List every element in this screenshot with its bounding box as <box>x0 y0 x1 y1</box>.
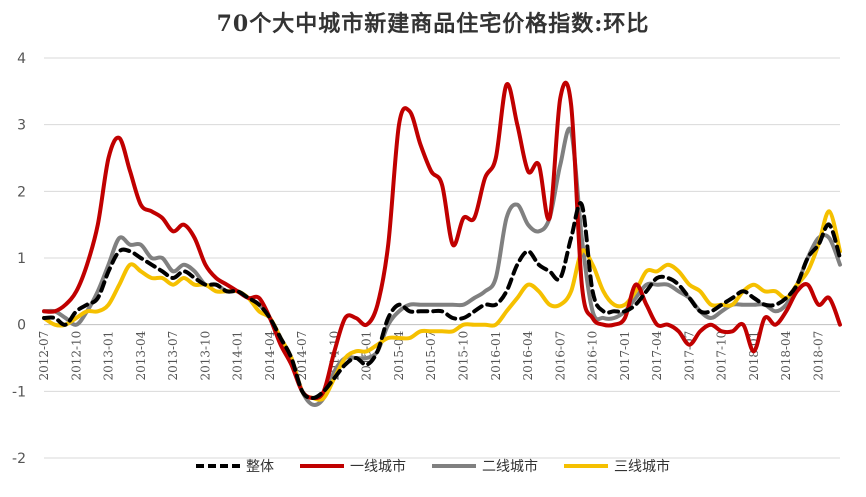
x-tick-label: 2013-10 <box>198 331 212 381</box>
legend-label: 一线城市 <box>350 459 406 475</box>
legend-swatch <box>432 464 476 468</box>
series-line-0 <box>42 201 842 400</box>
x-tick-label: 2014-01 <box>231 331 245 381</box>
x-tick-label: 2016-04 <box>521 330 535 380</box>
legend-item-3: 三线城市 <box>564 456 670 476</box>
legend-item-0: 整体 <box>196 456 274 476</box>
x-tick-label: 2015-10 <box>457 331 471 381</box>
x-tick-label: 2014-04 <box>263 330 277 380</box>
x-tick-label: 2013-04 <box>134 330 148 380</box>
grid-lines <box>44 57 840 459</box>
x-tick-label: 2016-07 <box>553 331 567 381</box>
chart-title: 70个大中城市新建商品住宅价格指数:环比 <box>216 11 650 37</box>
x-tick-label: 2017-10 <box>715 331 729 381</box>
x-axis-ticks: 2012-07 2012-10 2013-01 2013-04 2013-07 2013-… <box>37 330 825 380</box>
x-tick-label: 2018-07 <box>811 331 825 381</box>
legend-label: 二线城市 <box>482 459 538 475</box>
legend-item-2: 二线城市 <box>432 456 538 476</box>
x-tick-label: 2015-07 <box>424 331 438 381</box>
legend-item-1: 一线城市 <box>300 456 406 476</box>
series-line-3 <box>42 209 842 402</box>
x-tick-label: 2015-01 <box>360 331 374 381</box>
series-line-1 <box>42 80 842 401</box>
y-axis-ticks: -2 -1 0 1 2 3 4 <box>12 51 26 467</box>
y-tick-label: 4 <box>17 51 26 67</box>
x-tick-label: 2018-04 <box>779 330 793 380</box>
y-tick-label: -1 <box>12 384 26 400</box>
legend-swatch <box>196 464 240 468</box>
x-tick-label: 2017-01 <box>618 331 632 381</box>
y-tick-label: 2 <box>17 184 26 200</box>
x-tick-label: 2013-07 <box>166 331 180 381</box>
x-tick-label: 2016-10 <box>586 331 600 381</box>
legend-label: 三线城市 <box>614 459 670 475</box>
x-tick-label: 2016-01 <box>489 331 503 381</box>
x-tick-label: 2012-10 <box>69 331 83 381</box>
y-tick-label: 3 <box>17 118 26 134</box>
y-tick-label: -2 <box>12 451 26 467</box>
series-line-2 <box>42 126 842 407</box>
x-tick-label: 2015-04 <box>392 330 406 380</box>
x-tick-label: 2014-07 <box>295 331 309 381</box>
x-tick-label: 2012-07 <box>37 331 51 381</box>
chart-legend: 整体 一线城市 二线城市 三线城市 <box>0 456 866 476</box>
x-tick-label: 2017-04 <box>650 330 664 380</box>
y-tick-label: 1 <box>17 251 26 267</box>
series-lines <box>42 80 842 407</box>
x-tick-label: 2013-01 <box>102 331 116 381</box>
legend-swatch <box>564 464 608 468</box>
legend-swatch <box>300 464 344 468</box>
legend-label: 整体 <box>246 459 274 475</box>
y-tick-label: 0 <box>17 318 26 334</box>
